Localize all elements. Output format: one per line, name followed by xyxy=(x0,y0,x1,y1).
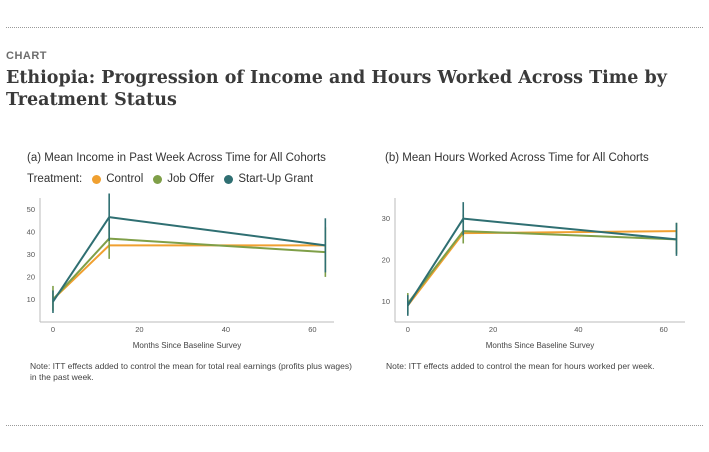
x-axis-title: Months Since Baseline Survey xyxy=(133,341,242,350)
x-tick-label: 60 xyxy=(660,325,668,334)
chart-b-note: Note: ITT effects added to control the m… xyxy=(386,361,655,371)
series-line-control xyxy=(52,244,326,301)
x-axis-title: Months Since Baseline Survey xyxy=(486,341,595,350)
x-tick-label: 20 xyxy=(135,325,143,334)
y-tick-label: 30 xyxy=(27,250,35,259)
x-tick-label: 40 xyxy=(574,325,582,334)
legend-label-control: Control xyxy=(106,173,144,185)
legend-swatch-job-offer xyxy=(153,174,163,184)
y-tick-label: 10 xyxy=(382,297,390,306)
section-kicker: CHART xyxy=(6,50,47,62)
x-tick-label: 60 xyxy=(308,325,316,334)
page-title: Ethiopia: Progression of Income and Hour… xyxy=(6,68,667,110)
chart-a-note: Note: ITT effects added to control the m… xyxy=(30,361,352,382)
x-tick-label: 20 xyxy=(489,325,497,334)
legend-label: Treatment: xyxy=(27,173,83,185)
legend-item-start-up-grant: Start-Up Grant xyxy=(224,173,313,185)
x-tick-label: 0 xyxy=(406,325,410,334)
y-tick-label: 30 xyxy=(382,214,390,223)
bottom-divider xyxy=(6,425,703,426)
y-tick-label: 50 xyxy=(27,205,35,214)
y-tick-label: 20 xyxy=(27,272,35,281)
legend-swatch-control xyxy=(92,174,102,184)
y-tick-label: 10 xyxy=(27,295,35,304)
chart-b-title: (b) Mean Hours Worked Across Time for Al… xyxy=(385,152,649,164)
chart-a-title: (a) Mean Income in Past Week Across Time… xyxy=(27,152,326,164)
chart-a-income: 10 20 30 40 50 0 20 40 60 Months Since Baseline S… xyxy=(27,193,334,350)
x-tick-label: 0 xyxy=(51,325,55,334)
legend-item-control: Control xyxy=(92,173,143,185)
y-tick-label: 40 xyxy=(27,227,35,236)
y-tick-label: 20 xyxy=(382,256,390,265)
legend-label-start-up-grant: Start-Up Grant xyxy=(238,173,314,185)
chart-legend: Treatment: Control Job Offer Start-Up Gr… xyxy=(27,173,323,185)
x-tick-label: 40 xyxy=(222,325,230,334)
legend-item-job-offer: Job Offer xyxy=(153,173,214,185)
chart-b-hours: 10 20 30 0 20 40 60 Months Since Baseline Surve… xyxy=(382,198,685,350)
legend-swatch-start-up-grant xyxy=(224,174,234,184)
legend-label-job-offer: Job Offer xyxy=(167,173,215,185)
series-line-job-offer xyxy=(52,237,326,301)
top-divider xyxy=(6,27,703,28)
